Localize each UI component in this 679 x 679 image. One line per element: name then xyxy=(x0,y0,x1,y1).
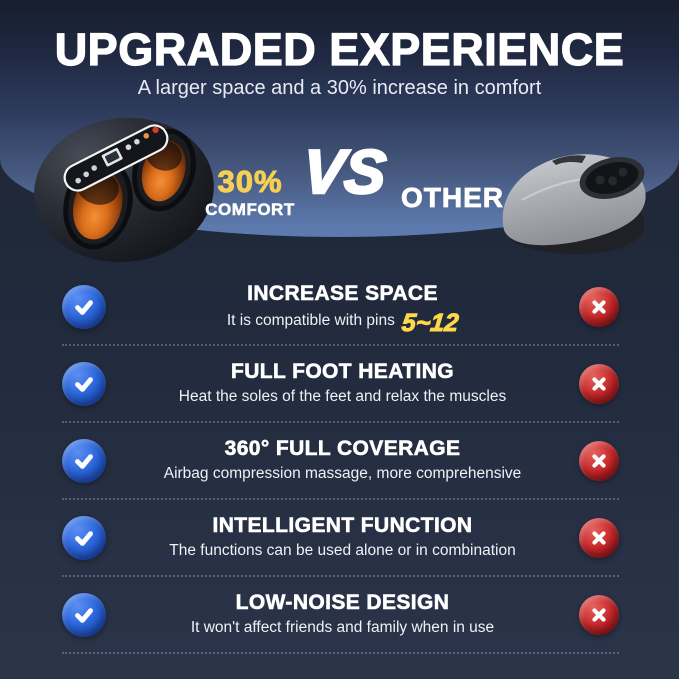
gray-foot-massager-illustration xyxy=(502,154,646,254)
feature-row: FULL FOOT HEATING Heat the soles of the … xyxy=(62,346,619,423)
check-icon xyxy=(62,438,106,483)
cross-icon xyxy=(579,594,619,635)
other-label: OTHER xyxy=(401,182,504,214)
black-foot-massager-illustration xyxy=(34,117,214,263)
feature-row: LOW-NOISE DESIGN It won't affect friends… xyxy=(62,577,619,654)
feature-title: FULL FOOT HEATING xyxy=(230,360,454,384)
check-icon xyxy=(62,284,106,329)
feature-description: Airbag compression massage, more compreh… xyxy=(163,465,522,483)
check-icon xyxy=(62,361,106,406)
feature-title: 360° FULL COVERAGE xyxy=(224,437,461,461)
feature-title: INCREASE SPACE xyxy=(247,282,438,306)
features-list: INCREASE SPACE It is compatible with pin… xyxy=(62,269,619,654)
feature-description: It is compatible with pins 5~12 xyxy=(226,308,460,337)
right-product-image xyxy=(492,138,660,265)
feature-title: INTELLIGENT FUNCTION xyxy=(212,514,473,538)
feature-title: LOW-NOISE DESIGN xyxy=(235,591,450,615)
comfort-label: COMFORT xyxy=(205,200,295,220)
vs-label: VS xyxy=(299,137,389,209)
feature-highlight: 5~12 xyxy=(400,308,460,337)
feature-description: Heat the soles of the feet and relax the… xyxy=(178,388,507,406)
left-product-image xyxy=(28,106,220,269)
feature-description: The functions can be used alone or in co… xyxy=(169,542,516,560)
feature-description: It won't affect friends and family when … xyxy=(190,619,495,637)
comfort-badge: 30% COMFORT xyxy=(198,166,302,220)
cross-icon xyxy=(579,440,619,481)
cross-icon xyxy=(579,517,619,558)
feature-row: 360° FULL COVERAGE Airbag compression ma… xyxy=(62,423,619,500)
cross-icon xyxy=(579,286,619,327)
feature-row: INTELLIGENT FUNCTION The functions can b… xyxy=(62,500,619,577)
check-icon xyxy=(62,592,106,637)
comfort-percent: 30% xyxy=(217,164,283,199)
cross-icon xyxy=(579,363,619,404)
feature-row: INCREASE SPACE It is compatible with pin… xyxy=(62,269,619,346)
page-subtitle: A larger space and a 30% increase in com… xyxy=(137,77,542,99)
page-title: UPGRADED EXPERIENCE xyxy=(54,23,625,75)
control-panel xyxy=(63,124,169,192)
check-icon xyxy=(62,515,106,560)
